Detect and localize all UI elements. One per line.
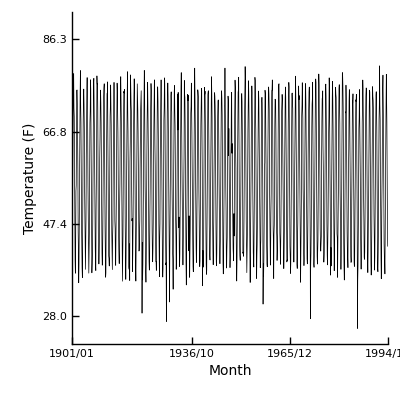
X-axis label: Month: Month: [208, 364, 252, 378]
Y-axis label: Temperature (F): Temperature (F): [22, 122, 36, 234]
